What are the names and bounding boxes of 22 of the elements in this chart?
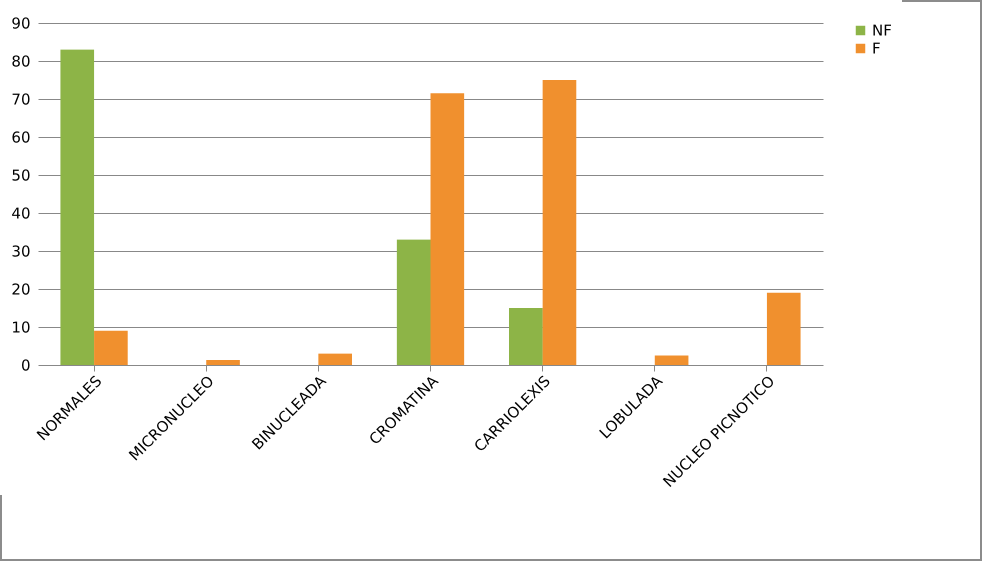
y-tick-label: 80 xyxy=(11,52,30,70)
bar xyxy=(60,50,94,365)
bar xyxy=(206,360,240,365)
bar xyxy=(766,292,801,365)
bar xyxy=(318,354,352,365)
y-tick-label: 60 xyxy=(11,128,30,146)
bar xyxy=(654,356,688,365)
legend-label: F xyxy=(872,40,881,58)
y-tick-label: 10 xyxy=(11,318,30,336)
bar xyxy=(542,80,576,365)
y-tick-label: 30 xyxy=(11,242,30,260)
y-tick-label: 0 xyxy=(20,356,30,374)
bar xyxy=(509,308,543,365)
bar xyxy=(430,93,464,365)
legend-label: NF xyxy=(872,22,892,40)
y-tick-label: 20 xyxy=(11,280,30,298)
y-tick-label: 40 xyxy=(11,204,30,222)
y-tick-label: 70 xyxy=(11,90,30,108)
bar xyxy=(396,240,430,365)
bar xyxy=(94,330,128,365)
y-tick-label: 50 xyxy=(11,166,30,184)
y-tick-label: 90 xyxy=(11,14,30,32)
